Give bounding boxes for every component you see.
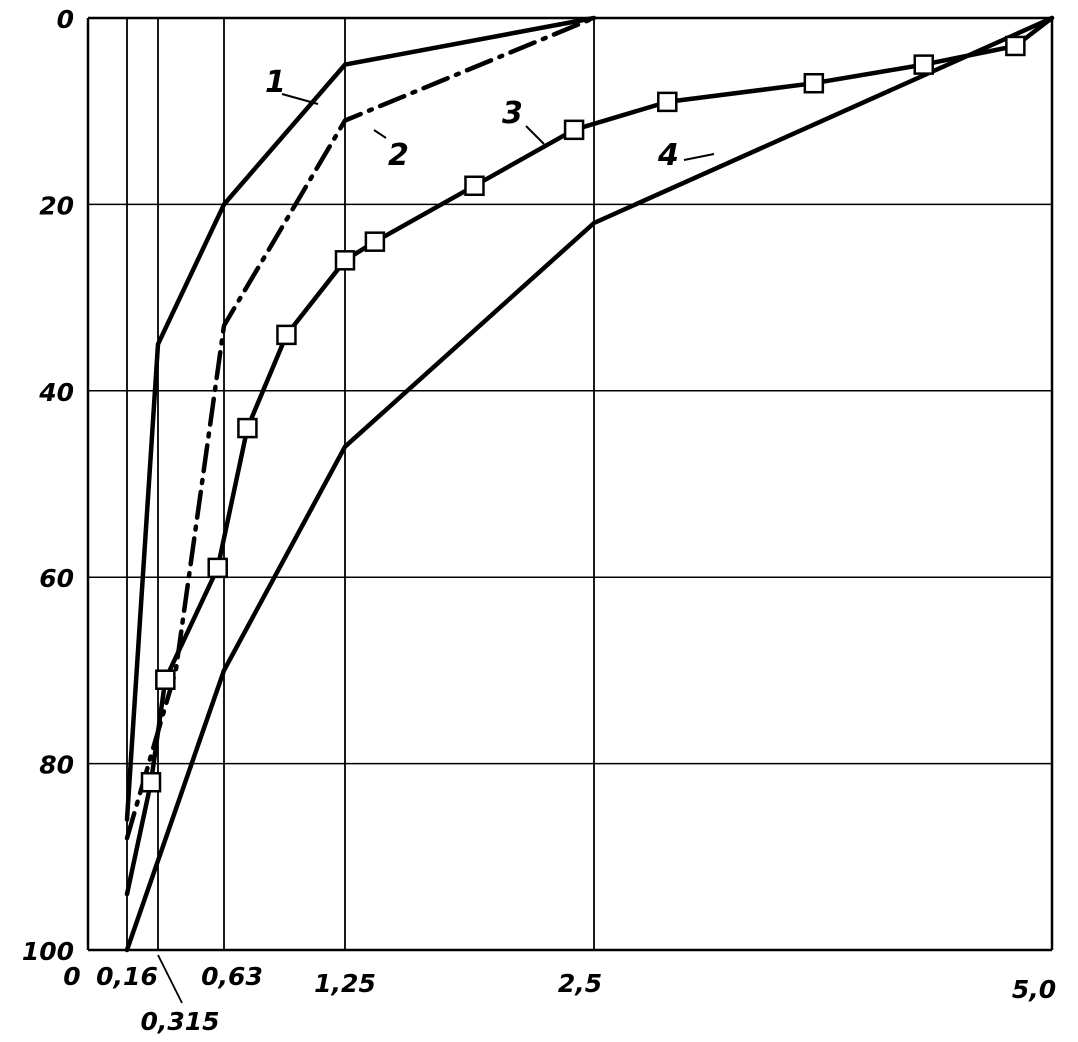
curve-leader-2	[373, 129, 387, 139]
x-tick-leader-0315	[157, 954, 183, 1004]
series-marker-3-2	[155, 669, 176, 690]
series-marker-3-10	[657, 91, 678, 113]
x-tick-label-4: 1,25	[314, 969, 376, 998]
series-marker-3-6	[334, 250, 356, 271]
curve-labels: 1 2 3 4	[265, 65, 715, 173]
curve-label-3: 3	[502, 96, 523, 131]
x-tick-label-3: 0,63	[201, 962, 263, 991]
series-marker-3-11	[803, 72, 825, 94]
y-tick-label-20: 20	[39, 191, 74, 220]
series-marker-3-5	[276, 324, 297, 346]
curve-leader-3	[525, 125, 545, 145]
series-marker-3-12	[913, 54, 935, 75]
y-tick-label-100: 100	[22, 937, 74, 966]
series-marker-3-9	[563, 119, 585, 141]
curve-label-1: 1	[265, 65, 286, 100]
x-tick-label-1: 0,16	[96, 962, 158, 991]
grid	[86, 16, 1054, 952]
x-tick-label-0: 0	[63, 962, 80, 991]
series-line-3	[124, 15, 1055, 897]
series-marker-3-1	[140, 771, 162, 793]
series-marker-3-3	[207, 557, 228, 579]
y-tick-label-0: 0	[57, 5, 74, 34]
curve-label-4: 4	[657, 138, 679, 173]
markers-group	[140, 35, 1026, 793]
series-line-1	[124, 15, 597, 822]
curve-leader-1	[281, 93, 319, 105]
series-marker-3-8	[464, 175, 485, 197]
series-line-4	[124, 15, 1055, 953]
x-tick-label-6: 5,0	[1012, 975, 1056, 1004]
y-tick-label-80: 80	[39, 751, 74, 780]
series-marker-3-4	[237, 417, 258, 439]
series-marker-3-7	[364, 231, 386, 252]
series-marker-3-13	[1005, 35, 1026, 57]
x-tick-label-2: 0,315	[140, 1007, 219, 1036]
curve-leader-4	[683, 153, 715, 161]
curve-label-2: 2	[388, 138, 409, 173]
series-line-2	[124, 15, 597, 841]
series-group	[124, 15, 1055, 953]
y-tick-label-40: 40	[38, 378, 74, 407]
y-tick-label-60: 60	[39, 564, 74, 593]
x-tick-label-5: 2,5	[558, 969, 602, 998]
